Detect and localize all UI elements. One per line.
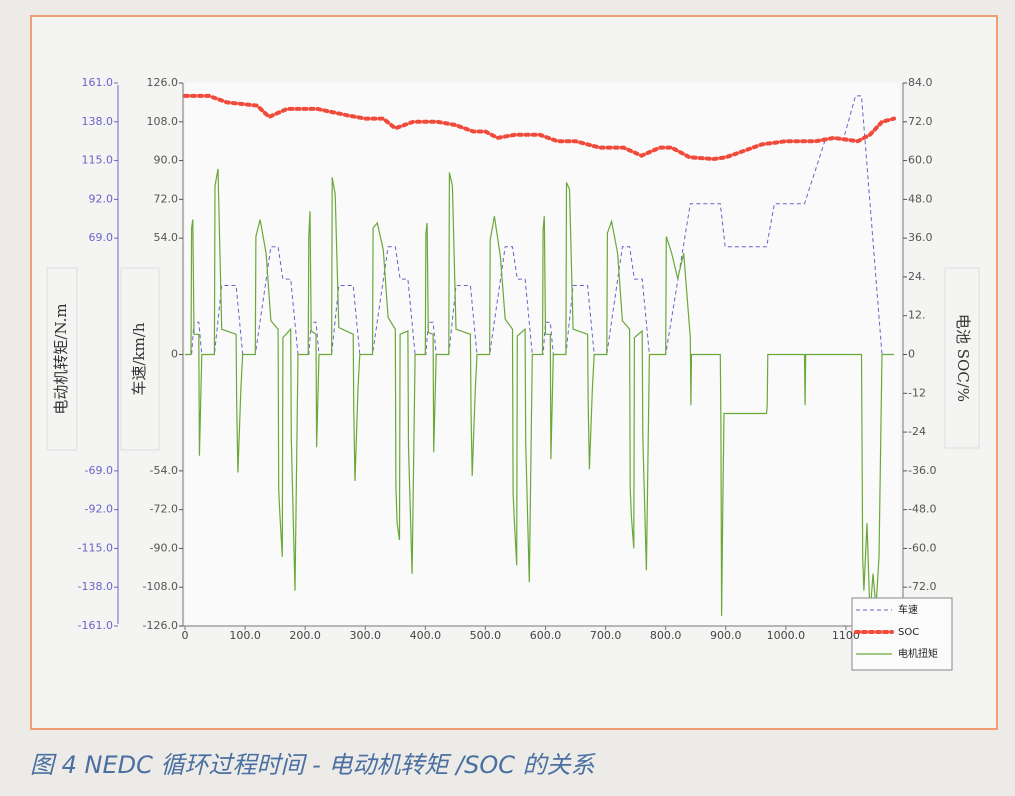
y2-title-box [944, 267, 980, 449]
x-tick-label: 300.0 [350, 629, 382, 642]
yticks-label: -126.0 [143, 619, 178, 632]
x-tick-label: 1100 [832, 629, 860, 642]
y2ticks-label: 36.0 [908, 231, 933, 244]
y3ticks-label: -92.0 [85, 503, 113, 516]
y3-title: 电动机转矩/N.m [52, 303, 70, 414]
y2ticks-label: -36.0 [908, 464, 936, 477]
y2ticks-label: 72.0 [908, 115, 933, 128]
series-line [185, 168, 894, 616]
y2-title: 电池 SOC/% [954, 314, 972, 402]
y3ticks-label: 115.0 [82, 154, 114, 167]
y3ticks-label: -161.0 [78, 619, 113, 632]
yticks-label: -54.0 [150, 464, 178, 477]
legend-label: 电机扭矩 [898, 647, 938, 660]
yticks-label: 90.0 [154, 154, 179, 167]
yticks-label: -90.0 [150, 541, 178, 554]
marks [183, 93, 896, 616]
legend-label: SOC [898, 627, 919, 638]
yticks-label: 126.0 [147, 76, 179, 89]
series-line [183, 93, 896, 162]
y2ticks-label: 24. [908, 270, 926, 283]
x-tick-label: 900.0 [710, 629, 742, 642]
y2ticks-label: -72.0 [908, 580, 936, 593]
x-tick-label: 600.0 [530, 629, 562, 642]
x-tick-label: 500.0 [470, 629, 502, 642]
yticks-label: 0 [171, 348, 178, 361]
y2ticks-label: 84.0 [908, 76, 933, 89]
y3ticks-label: 69.0 [89, 231, 114, 244]
y2ticks-label: 12. [908, 309, 926, 322]
y2ticks-label: 48.0 [908, 192, 933, 205]
x-tick-label: 1000.0 [767, 629, 806, 642]
yticks-label: 72.0 [154, 192, 179, 205]
y3ticks-label: -115.0 [78, 541, 113, 554]
y3ticks-label: -69.0 [85, 464, 113, 477]
y3ticks-label: 138.0 [82, 115, 114, 128]
yticks-label: 108.0 [147, 115, 179, 128]
y3ticks-label: 161.0 [82, 76, 114, 89]
yticks-label: -72.0 [150, 503, 178, 516]
yticks-label: -108.0 [143, 580, 178, 593]
y2ticks-label: -48.0 [908, 503, 936, 516]
y2ticks-label: -60.0 [908, 541, 936, 554]
x-tick-label: 200.0 [289, 629, 321, 642]
y-title-box [120, 267, 160, 451]
y3-title-box [46, 267, 78, 451]
x-tick-label: 700.0 [590, 629, 622, 642]
caption: 图 4 NEDC 循环过程时间 - 电动机转矩 /SOC 的关系 [30, 751, 597, 779]
y2ticks-label: -24 [908, 425, 926, 438]
x-tick-label: 400.0 [410, 629, 442, 642]
legend-label: 车速 [898, 603, 918, 616]
yticks-label: 54.0 [154, 231, 179, 244]
y2ticks-label: 60.0 [908, 154, 933, 167]
x-tick-label: 100.0 [229, 629, 261, 642]
y3ticks-label: -138.0 [78, 580, 113, 593]
legend-box [851, 597, 953, 671]
x-tick-label: 800.0 [650, 629, 682, 642]
y2ticks-label: -12 [908, 386, 926, 399]
y3ticks-label: 92.0 [89, 192, 114, 205]
x-tick-label: 0 [182, 629, 189, 642]
y2ticks-label: 0 [908, 348, 915, 361]
y-title: 车速/km/h [130, 322, 148, 395]
